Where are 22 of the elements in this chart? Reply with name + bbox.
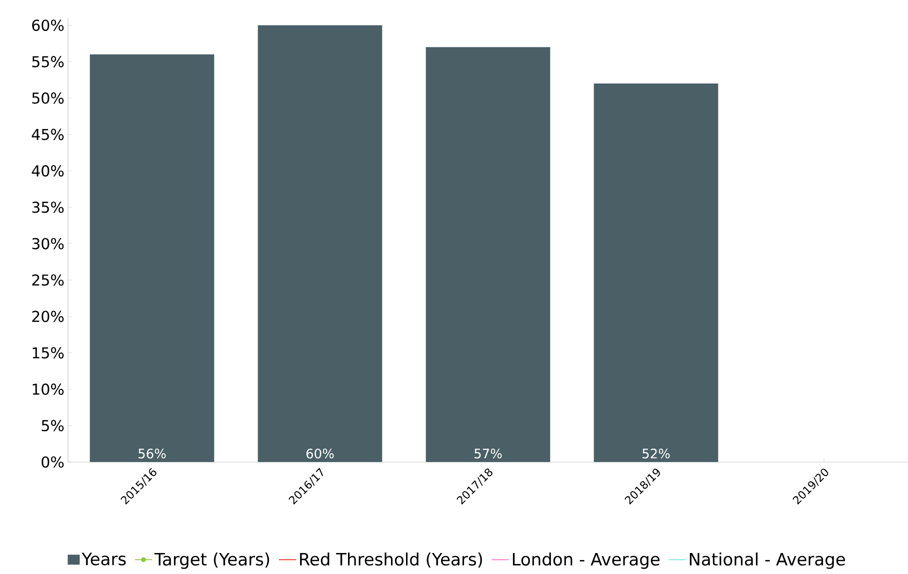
legend-label: Red Threshold (Years) [300,552,482,568]
data-label: 56% [138,448,166,458]
y-tick-label: 5% [42,420,64,432]
legend-label: London - Average [512,552,660,569]
data-label: 52% [642,448,670,458]
y-tick-label: 0% [42,456,64,468]
y-tick-label: 35% [32,202,64,213]
y-tick-label: 50% [32,92,64,104]
legend-label: National - Average [690,552,845,569]
y-tick-label: 25% [32,274,64,286]
data-label: 57% [474,448,502,458]
y-tick-label: 30% [32,238,64,250]
legend-label: Years [82,552,126,566]
y-tick-label: 40% [32,165,64,177]
y-tick-label: 10% [32,384,64,395]
legend-label: Target (Years) [154,552,270,569]
y-tick-label: 20% [32,310,64,322]
y-tick-label: 15% [32,347,64,358]
y-tick-label: 45% [32,128,64,140]
y-tick-label: 60% [32,20,64,31]
data-label: 60% [306,448,334,458]
y-tick-label: 55% [32,56,64,68]
